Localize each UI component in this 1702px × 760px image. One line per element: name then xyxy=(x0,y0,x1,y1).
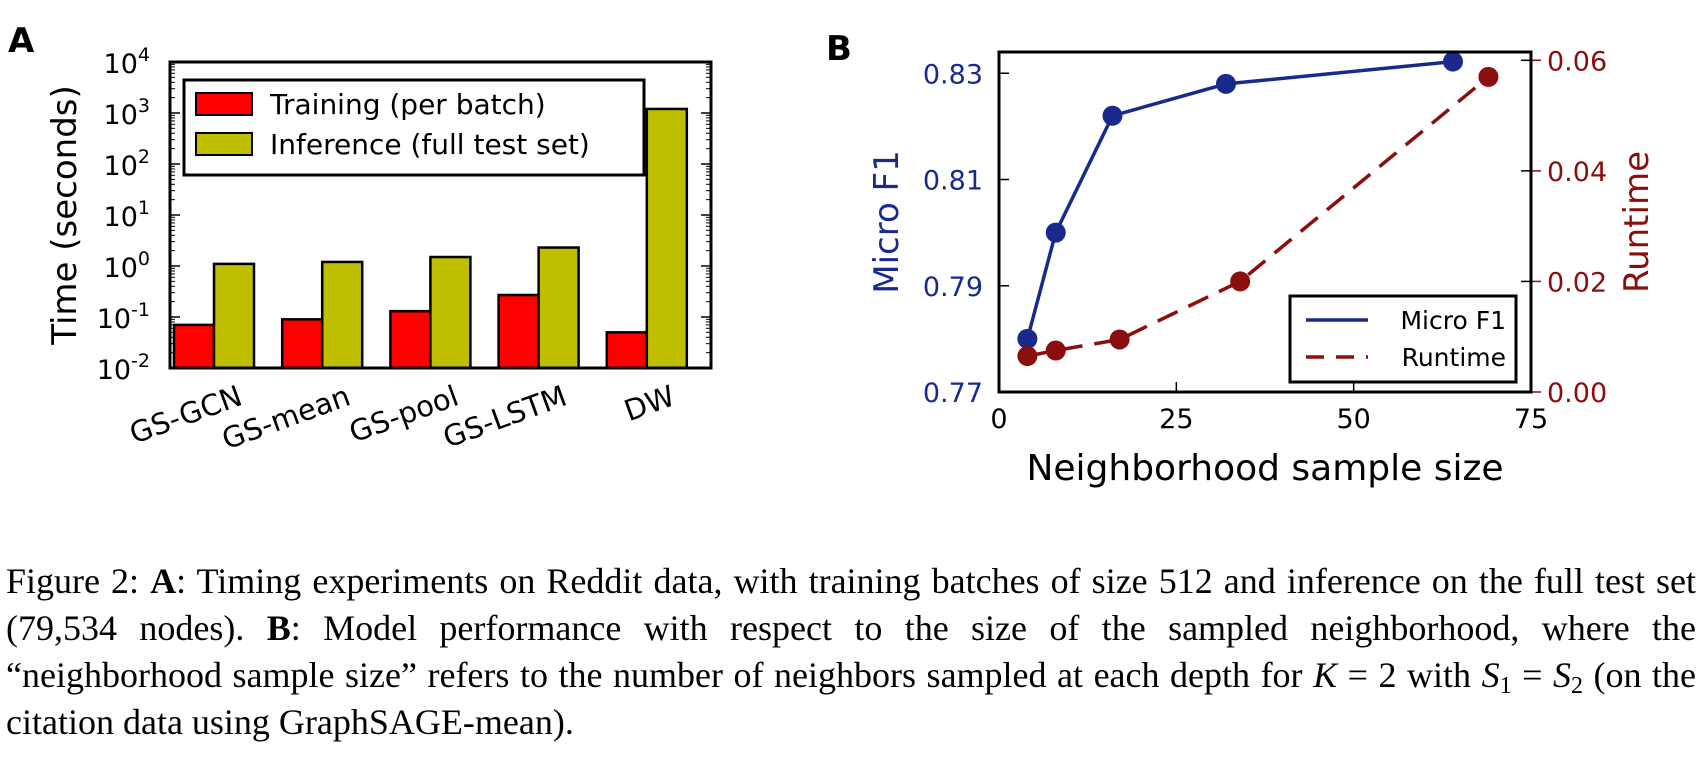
y-tick-exponent: 4 xyxy=(138,44,150,66)
y-left-axis-label: Micro F1 xyxy=(867,150,907,294)
caption-equation-part: = 2 with xyxy=(1337,655,1482,695)
legend-swatch xyxy=(195,132,253,156)
panel-a: A 10-210-1100101102103104GS-GCNGS-meanGS… xyxy=(8,21,713,456)
caption-s-variable: S xyxy=(1481,655,1500,695)
y-left-tick-label: 0.77 xyxy=(923,378,983,409)
y-tick-exponent: -1 xyxy=(131,299,150,321)
y-tick-label: 104 xyxy=(104,44,150,80)
y-tick-exponent: 0 xyxy=(138,248,150,270)
y-tick-label: 103 xyxy=(104,95,150,131)
y-right-tick-label: 0.06 xyxy=(1547,46,1607,77)
y-tick-label: 100 xyxy=(104,248,150,284)
caption-b-text-end: (on the citation data using GraphSAGE-me… xyxy=(6,655,1697,742)
legend-box xyxy=(182,78,646,177)
data-point-micro-f1 xyxy=(1102,105,1123,126)
caption-s-variable-2: S xyxy=(1552,655,1571,695)
y-tick-exponent: 2 xyxy=(138,146,150,168)
caption-figure-number: Figure 2: xyxy=(6,561,140,601)
caption-b-label: B xyxy=(266,608,291,648)
y-left-tick-label: 0.79 xyxy=(923,272,983,303)
legend-label: Runtime xyxy=(1402,343,1506,372)
data-point-runtime xyxy=(1017,346,1038,367)
figure-caption: Figure 2: A: Timing experiments on Reddi… xyxy=(6,558,1696,746)
x-axis-label: Neighborhood sample size xyxy=(1026,448,1503,489)
y-tick-label: 10-1 xyxy=(97,299,150,335)
y-tick-base: 10 xyxy=(104,151,138,182)
plot-frame xyxy=(997,50,1533,394)
y-tick-base: 10 xyxy=(104,49,138,80)
y-tick-base: 10 xyxy=(104,253,138,284)
x-tick-label: 25 xyxy=(1159,404,1193,435)
data-point-runtime xyxy=(1478,66,1499,87)
y-tick-base: 10 xyxy=(104,202,138,233)
data-point-runtime xyxy=(1230,271,1251,292)
x-tick-label: 75 xyxy=(1514,404,1548,435)
bar-inference xyxy=(537,246,580,370)
plot-frame xyxy=(168,60,713,370)
panel-a-label: A xyxy=(8,21,35,61)
y-tick-label: 102 xyxy=(104,146,150,182)
x-tick-label: GS-LSTM xyxy=(438,379,571,455)
y-tick-exponent: -2 xyxy=(131,350,150,372)
y-tick-label: 10-2 xyxy=(97,350,150,386)
legend-label: Inference (full test set) xyxy=(270,128,590,161)
data-point-micro-f1 xyxy=(1442,51,1463,72)
legend-swatch xyxy=(195,92,253,116)
x-tick-label: DW xyxy=(620,379,680,428)
bar-inference xyxy=(645,107,689,370)
caption-a-label: A xyxy=(150,561,177,601)
x-tick-label: 0 xyxy=(990,404,1007,435)
y-axis-label: Time (seconds) xyxy=(45,85,85,346)
y-tick-base: 10 xyxy=(97,304,131,335)
y-right-tick-label: 0.04 xyxy=(1547,157,1607,188)
caption-subscript-1: 1 xyxy=(1499,673,1512,699)
bar-training xyxy=(280,318,324,370)
y-right-axis-label: Runtime xyxy=(1617,151,1657,293)
data-point-micro-f1 xyxy=(1017,328,1038,349)
y-left-tick-label: 0.81 xyxy=(923,166,983,197)
bar-inference xyxy=(212,262,256,370)
y-right-tick-label: 0.00 xyxy=(1547,378,1607,409)
panel-b: B 0 25 50 75 0.77 0.79 0.81 0.83 0.00 0.02 0.04 0.0… xyxy=(826,29,1657,489)
data-point-micro-f1 xyxy=(1045,222,1066,243)
figure: A 10-210-1100101102103104GS-GCNGS-meanGS… xyxy=(8,21,1657,489)
y-tick-base: 10 xyxy=(97,355,131,386)
data-point-runtime xyxy=(1109,329,1130,350)
legend-box xyxy=(1288,294,1518,384)
bar-training xyxy=(497,293,540,370)
caption-a-text: : Timing experiments on Reddit data, wit… xyxy=(6,561,1697,648)
bar-training xyxy=(605,331,649,370)
caption-k-variable: K xyxy=(1313,655,1338,695)
data-point-micro-f1 xyxy=(1215,73,1236,94)
y-left-tick-label: 0.83 xyxy=(923,59,983,90)
caption-b-text: : Model performance with respect to the … xyxy=(6,608,1697,695)
legend-label: Training (per batch) xyxy=(269,88,546,121)
x-tick-label: 50 xyxy=(1336,404,1370,435)
data-point-runtime xyxy=(1045,340,1066,361)
bar-inference xyxy=(320,260,364,370)
panel-b-label: B xyxy=(826,29,852,69)
y-tick-base: 10 xyxy=(104,100,138,131)
bar-inference xyxy=(429,255,472,370)
y-tick-label: 101 xyxy=(104,197,150,233)
y-right-tick-label: 0.02 xyxy=(1547,267,1607,298)
bar-training xyxy=(389,309,432,370)
bar-training xyxy=(172,323,216,370)
caption-equals: = xyxy=(1511,655,1553,695)
legend-label: Micro F1 xyxy=(1400,306,1506,335)
caption-subscript-2: 2 xyxy=(1570,673,1583,699)
y-tick-exponent: 3 xyxy=(138,95,150,117)
y-tick-exponent: 1 xyxy=(138,197,150,219)
